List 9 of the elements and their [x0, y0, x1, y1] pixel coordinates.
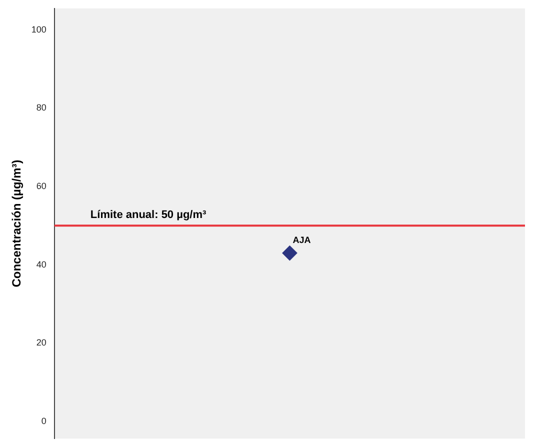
y-tick-label: 20: [36, 338, 46, 348]
series-label: AJA: [292, 235, 312, 246]
y-tick-label: 60: [36, 180, 46, 191]
y-tick-label: 100: [31, 24, 46, 34]
y-axis-title: Concentración (µg/m³): [10, 160, 24, 288]
y-tick-label: 40: [36, 259, 46, 270]
ref-line-label: Límite anual: 50 µg/m³: [90, 209, 206, 222]
y-tick-label: 80: [36, 102, 46, 113]
y-tick-label: 0: [41, 416, 46, 426]
